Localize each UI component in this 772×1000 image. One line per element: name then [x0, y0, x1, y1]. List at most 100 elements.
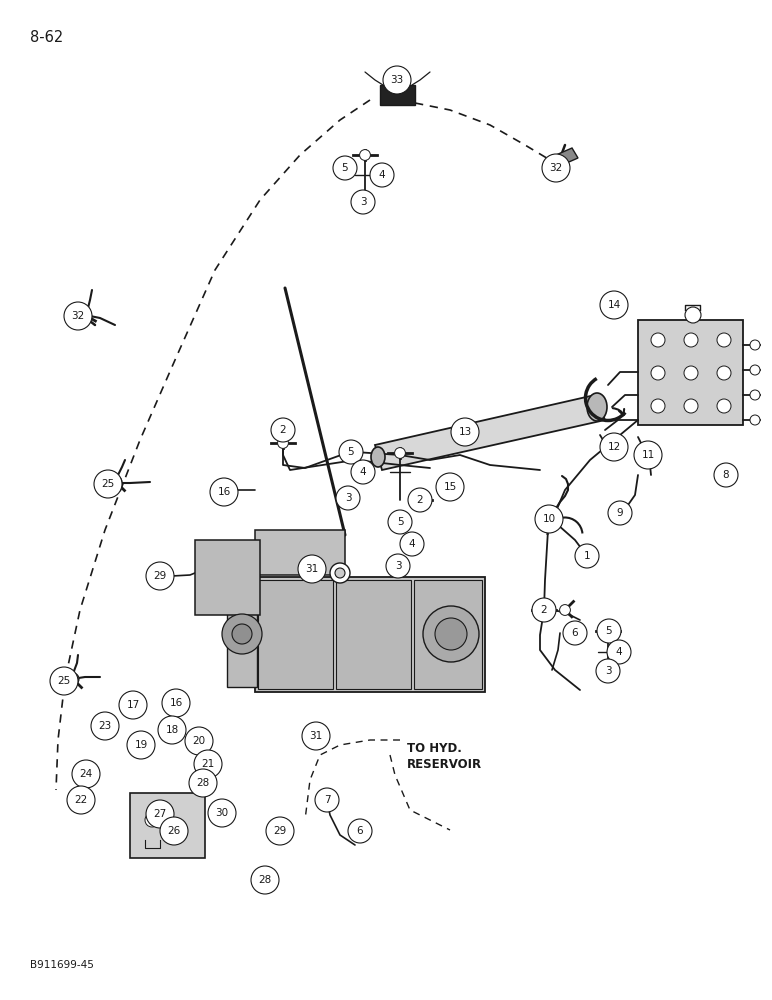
- Circle shape: [72, 760, 100, 788]
- Bar: [336, 580, 411, 689]
- Circle shape: [360, 150, 371, 160]
- Circle shape: [189, 769, 217, 797]
- Text: 7: 7: [323, 795, 330, 805]
- Circle shape: [684, 333, 698, 347]
- Text: 24: 24: [80, 769, 93, 779]
- Text: 29: 29: [273, 826, 286, 836]
- Ellipse shape: [371, 447, 385, 467]
- Circle shape: [158, 716, 186, 744]
- Circle shape: [435, 618, 467, 650]
- Circle shape: [146, 562, 174, 590]
- Circle shape: [388, 510, 412, 534]
- Circle shape: [750, 390, 760, 400]
- Circle shape: [717, 366, 731, 380]
- Circle shape: [370, 163, 394, 187]
- Text: 32: 32: [71, 311, 85, 321]
- Text: 4: 4: [360, 467, 366, 477]
- Circle shape: [532, 598, 556, 622]
- Circle shape: [539, 605, 550, 615]
- Circle shape: [608, 501, 632, 525]
- Circle shape: [333, 156, 357, 180]
- Circle shape: [91, 712, 119, 740]
- Circle shape: [127, 731, 155, 759]
- Circle shape: [315, 788, 339, 812]
- Polygon shape: [556, 148, 578, 165]
- Bar: [258, 580, 333, 689]
- Circle shape: [607, 640, 631, 664]
- Text: 4: 4: [408, 539, 415, 549]
- Circle shape: [750, 415, 760, 425]
- Text: 4: 4: [379, 170, 385, 180]
- Text: 12: 12: [608, 442, 621, 452]
- Circle shape: [271, 418, 295, 442]
- Circle shape: [146, 800, 174, 828]
- Text: RESERVOIR: RESERVOIR: [407, 758, 482, 772]
- Text: B911699-45: B911699-45: [30, 960, 94, 970]
- Text: 5: 5: [397, 517, 403, 527]
- Circle shape: [651, 366, 665, 380]
- Text: 5: 5: [342, 163, 348, 173]
- Circle shape: [750, 365, 760, 375]
- Circle shape: [160, 817, 188, 845]
- Text: 3: 3: [604, 666, 611, 676]
- Text: 13: 13: [459, 427, 472, 437]
- Text: 17: 17: [127, 700, 140, 710]
- Text: 6: 6: [572, 628, 578, 638]
- Circle shape: [423, 606, 479, 662]
- Circle shape: [750, 340, 760, 350]
- Circle shape: [335, 568, 345, 578]
- Circle shape: [194, 750, 222, 778]
- Text: 27: 27: [154, 809, 167, 819]
- Text: 4: 4: [616, 647, 622, 657]
- Text: 3: 3: [360, 197, 366, 207]
- Circle shape: [339, 440, 363, 464]
- Text: 2: 2: [540, 605, 547, 615]
- Text: 28: 28: [196, 778, 210, 788]
- Text: 21: 21: [201, 759, 215, 769]
- Circle shape: [634, 441, 662, 469]
- Text: 33: 33: [391, 75, 404, 85]
- Text: 8-62: 8-62: [30, 30, 63, 45]
- Circle shape: [185, 727, 213, 755]
- Circle shape: [535, 505, 563, 533]
- Text: 19: 19: [134, 740, 147, 750]
- Text: 3: 3: [394, 561, 401, 571]
- Circle shape: [50, 667, 78, 695]
- Circle shape: [68, 674, 79, 684]
- Circle shape: [415, 495, 425, 505]
- Text: 1: 1: [584, 551, 591, 561]
- Circle shape: [685, 307, 701, 323]
- Circle shape: [208, 799, 236, 827]
- Text: 22: 22: [74, 795, 88, 805]
- Text: 3: 3: [344, 493, 351, 503]
- Circle shape: [210, 478, 238, 506]
- Text: 25: 25: [101, 479, 114, 489]
- Circle shape: [603, 626, 614, 636]
- Bar: [195, 540, 260, 615]
- Bar: [255, 530, 345, 575]
- Circle shape: [351, 190, 375, 214]
- Circle shape: [684, 399, 698, 413]
- Circle shape: [94, 470, 122, 498]
- Circle shape: [302, 722, 330, 750]
- Text: 32: 32: [550, 163, 563, 173]
- Circle shape: [80, 310, 90, 320]
- Text: 8: 8: [723, 470, 730, 480]
- Bar: [227, 582, 257, 687]
- Circle shape: [596, 659, 620, 683]
- Text: 18: 18: [165, 725, 178, 735]
- Text: 30: 30: [215, 808, 229, 818]
- Text: 11: 11: [642, 450, 655, 460]
- Text: 2: 2: [279, 425, 286, 435]
- Circle shape: [67, 786, 95, 814]
- Circle shape: [222, 614, 262, 654]
- Ellipse shape: [587, 393, 607, 421]
- Circle shape: [336, 486, 360, 510]
- Circle shape: [436, 473, 464, 501]
- Circle shape: [110, 476, 122, 488]
- Circle shape: [560, 605, 571, 615]
- Bar: [414, 580, 482, 689]
- Circle shape: [651, 399, 665, 413]
- Circle shape: [714, 463, 738, 487]
- Circle shape: [386, 554, 410, 578]
